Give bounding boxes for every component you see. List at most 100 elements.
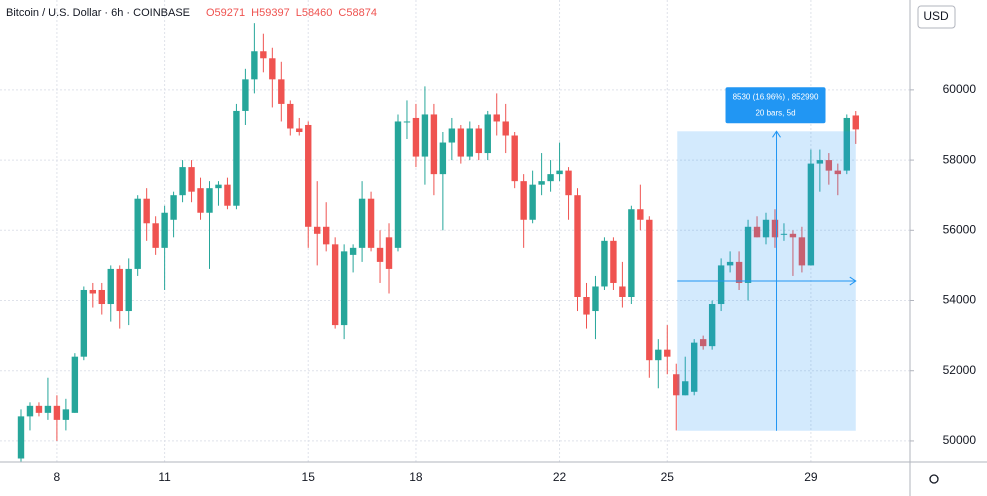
y-tick-label: 50000 bbox=[943, 433, 977, 447]
candle-body bbox=[188, 167, 195, 192]
candle-body bbox=[403, 121, 411, 123]
candle-body bbox=[376, 247, 384, 262]
x-tick-label: 8 bbox=[54, 470, 61, 484]
ohlc-value: L58460 bbox=[296, 7, 333, 19]
candle-body bbox=[17, 416, 25, 459]
ohlc-value: C58874 bbox=[338, 7, 377, 19]
candle-body bbox=[206, 188, 213, 213]
candle-body bbox=[331, 244, 339, 326]
candle-body bbox=[798, 237, 806, 266]
candle-body bbox=[843, 117, 850, 171]
ohlc-header: O59271 H59397 L58460 C58874 bbox=[206, 7, 377, 19]
x-tick-label: 15 bbox=[302, 470, 316, 484]
candle-body bbox=[628, 209, 635, 297]
candle-body bbox=[673, 374, 680, 396]
candle-body bbox=[269, 58, 276, 80]
candle-body bbox=[215, 184, 222, 189]
candle-body bbox=[744, 226, 752, 283]
candle-body bbox=[637, 209, 644, 220]
x-tick-label: 18 bbox=[409, 470, 423, 484]
candle-body bbox=[278, 79, 285, 104]
candle-body bbox=[152, 223, 159, 248]
candle-body bbox=[439, 142, 447, 175]
candle-body bbox=[89, 289, 97, 294]
grid bbox=[0, 0, 910, 462]
candle-body bbox=[26, 405, 34, 417]
candle-body bbox=[170, 195, 177, 220]
candle-body bbox=[655, 349, 662, 361]
ohlc-value: H59397 bbox=[251, 7, 290, 19]
candle-body bbox=[601, 240, 608, 287]
candle-body bbox=[547, 174, 554, 182]
candle-body bbox=[762, 219, 770, 238]
candle-body bbox=[260, 51, 267, 59]
candle-body bbox=[457, 128, 465, 157]
candle-body bbox=[780, 233, 788, 235]
ohlc-value: O59271 bbox=[206, 7, 245, 19]
candle-body bbox=[412, 117, 420, 157]
candle-body bbox=[421, 114, 429, 157]
candle-body bbox=[789, 233, 797, 238]
y-tick-label: 60000 bbox=[943, 82, 977, 96]
candle-body bbox=[385, 237, 393, 269]
candle-body bbox=[107, 268, 114, 305]
y-tick-label: 54000 bbox=[943, 293, 977, 307]
measure-arrowhead bbox=[772, 130, 781, 138]
candle-body bbox=[349, 247, 357, 255]
candle-body bbox=[314, 226, 321, 234]
candle-body bbox=[592, 286, 599, 312]
candle-body bbox=[35, 405, 43, 413]
candle-body bbox=[717, 265, 725, 305]
candle-body bbox=[179, 167, 186, 196]
candle-body bbox=[708, 304, 716, 347]
y-tick-label: 56000 bbox=[943, 222, 977, 236]
x-tick-label: 22 bbox=[553, 470, 567, 484]
candle-body bbox=[322, 226, 330, 245]
candle-body bbox=[726, 261, 734, 266]
candle-body bbox=[556, 170, 563, 175]
candle-body bbox=[394, 121, 402, 248]
candle-body bbox=[484, 114, 491, 154]
candle-body bbox=[305, 124, 312, 227]
candle-body bbox=[116, 268, 123, 312]
candle-body bbox=[53, 405, 61, 420]
candle-body bbox=[834, 170, 842, 175]
y-tick-label: 52000 bbox=[943, 363, 977, 377]
candle-body bbox=[62, 409, 70, 420]
candle-body bbox=[574, 195, 581, 297]
candle-body bbox=[493, 114, 500, 122]
candle-body bbox=[538, 181, 545, 185]
candle-body bbox=[825, 160, 833, 171]
candle-body bbox=[143, 198, 150, 224]
candle-body bbox=[367, 198, 375, 248]
candle-body bbox=[448, 128, 456, 143]
candle-body bbox=[475, 128, 482, 154]
candle-body bbox=[358, 198, 366, 248]
candle-body bbox=[565, 170, 572, 196]
candle-body bbox=[735, 261, 743, 283]
candle-body bbox=[619, 286, 626, 297]
candle-body bbox=[699, 339, 707, 347]
candle-body bbox=[502, 121, 509, 136]
candle-body bbox=[430, 114, 438, 175]
settings-icon[interactable] bbox=[929, 474, 939, 484]
x-tick-label: 29 bbox=[804, 470, 818, 484]
candle-body bbox=[340, 251, 348, 326]
candle-body bbox=[296, 128, 303, 132]
axes: 50000 52000 54000 56000 58000 60000 8 11 15 18 22 2… bbox=[54, 82, 977, 484]
candle-body bbox=[852, 115, 859, 130]
candle-body bbox=[466, 128, 473, 157]
candle-body bbox=[771, 219, 779, 238]
measure-arrowhead bbox=[849, 276, 857, 286]
chart-title: Bitcoin / U.S. Dollar · 6h · COINBASE bbox=[6, 7, 190, 19]
candle-body bbox=[44, 405, 52, 413]
candle-body bbox=[98, 289, 105, 305]
candle-body bbox=[583, 297, 590, 315]
x-tick-label: 11 bbox=[158, 470, 171, 484]
currency-label[interactable]: USD bbox=[923, 9, 949, 23]
currency-box[interactable] bbox=[917, 5, 956, 29]
candle-body bbox=[134, 198, 141, 269]
candle-body bbox=[520, 181, 527, 220]
